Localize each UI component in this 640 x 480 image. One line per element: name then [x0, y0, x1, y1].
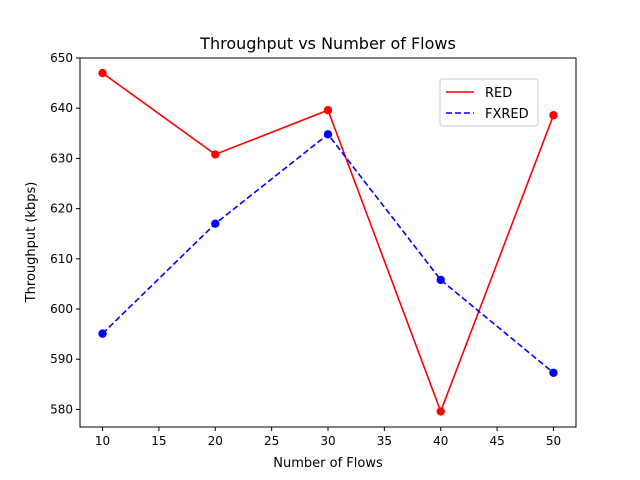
fxred-data-point: [436, 275, 445, 285]
y-axis-label: Throughput (kbps): [24, 182, 39, 304]
red-data-point: [549, 111, 558, 120]
x-axis-label: Number of Flows: [273, 456, 383, 471]
fxred-data-point: [211, 219, 220, 228]
legend-red-label: RED: [485, 86, 512, 101]
y-tick-label: 590: [50, 352, 73, 366]
y-tick-label: 640: [50, 101, 73, 115]
chart-title: Throughput vs Number of Flows: [199, 34, 456, 53]
legend: RED FXRED: [439, 78, 539, 127]
fxred-data-point: [323, 130, 333, 139]
x-tick-label: 10: [95, 434, 110, 448]
red-data-point: [323, 106, 333, 115]
legend-box: [439, 78, 539, 127]
x-tick-label: 20: [208, 434, 223, 448]
y-tick-label: 600: [50, 302, 73, 316]
y-tick-label: 630: [50, 151, 73, 165]
legend-fxred-label: FXRED: [485, 107, 529, 122]
x-tick-label: 50: [546, 434, 561, 448]
x-tick-label: 30: [320, 434, 335, 448]
x-tick-label: 40: [433, 434, 448, 448]
y-axis-ticks: 580 590 600 610 620 630 640 650: [50, 51, 80, 416]
fxred-data-point: [549, 368, 558, 377]
x-tick-label: 35: [377, 434, 392, 448]
y-tick-label: 620: [50, 202, 73, 216]
y-tick-label: 580: [50, 402, 73, 416]
red-data-point: [436, 407, 445, 416]
x-tick-label: 45: [489, 434, 504, 448]
plot-area: [98, 68, 558, 416]
y-tick-label: 610: [50, 252, 73, 266]
red-data-point: [211, 150, 220, 159]
x-tick-label: 25: [264, 434, 279, 448]
y-tick-label: 650: [50, 51, 73, 65]
fxred-data-point: [98, 329, 107, 338]
x-tick-label: 15: [151, 434, 166, 448]
x-axis-ticks: 10 15 20 25 30 35 40 45 50: [95, 427, 561, 448]
fxred-series-line: [101, 133, 554, 374]
red-data-point: [98, 68, 107, 78]
